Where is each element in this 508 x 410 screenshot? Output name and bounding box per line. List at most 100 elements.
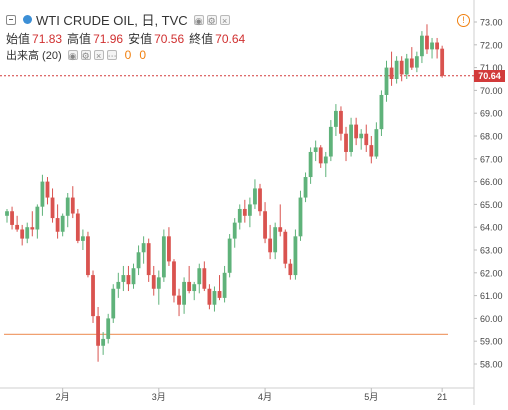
candle-up [136,252,141,269]
candle-up [313,147,318,152]
candle-up [303,177,308,198]
visibility-icon[interactable]: ◉ [193,14,204,26]
candle-down [187,281,192,292]
candle-down [86,236,90,276]
candle-up [298,197,303,237]
candle-down [151,275,156,289]
candle-down [268,238,273,253]
y-tick-label: 68.00 [480,132,503,142]
volume-legend: 出来高 (20) ◉ ⚙ × ⋯ 0 0 [6,47,146,63]
candle-up [141,243,146,253]
settings-icon[interactable]: ⚙ [80,50,91,61]
candle-down [258,188,262,212]
ohlc-values: 始值 71.83 高值 71.96 安值 70.56 終值 70.64 [6,30,245,47]
candle-up [232,222,237,239]
candle-down [440,48,445,76]
candle-up [334,110,338,127]
candle-up [308,151,313,178]
candle-up [212,291,217,305]
candle-down [389,67,394,79]
candle-down [75,213,80,241]
low-value: 70.56 [154,31,185,46]
candle-up [349,124,353,152]
y-tick-label: 66.00 [480,177,503,187]
candle-up [247,204,252,216]
y-tick-label: 69.00 [480,109,503,119]
candle-down [435,42,439,50]
candle-down [425,35,429,50]
candle-up [65,197,70,216]
y-tick-label: 64.00 [480,223,503,233]
y-tick-label: 61.00 [480,291,503,301]
collapse-icon[interactable] [6,14,16,25]
candle-up [293,236,298,276]
candle-down [30,227,35,230]
candle-down [354,124,359,139]
close-icon[interactable]: × [93,50,104,61]
close-icon[interactable]: × [219,14,230,26]
candle-down [15,224,20,230]
candle-down [146,243,151,276]
candle-down [263,211,267,239]
candle-up [384,67,389,95]
candle-down [70,197,75,214]
candle-up [35,206,40,230]
candle-up [359,133,364,139]
volume-value-1: 0 [124,48,132,62]
candle-down [217,291,222,298]
low-label: 安值 [128,32,153,46]
candle-up [25,227,30,239]
y-tick-label: 72.00 [480,40,503,50]
candle-up [323,156,328,164]
candle-down [399,60,404,75]
candle-up [60,215,65,232]
candle-up [328,126,333,157]
x-tick-label: 4月 [258,392,272,402]
x-tick-label: 2月 [56,392,70,402]
candle-up [237,208,242,223]
candle-up [131,268,136,285]
candle-up [404,58,409,75]
y-tick-label: 58.00 [480,360,503,370]
candle-up [374,129,379,157]
candle-up [192,284,197,292]
candle-up [253,188,257,205]
candle-up [5,211,9,216]
candle-down [242,208,247,216]
exclamation-alert-icon[interactable]: ! [457,14,470,27]
candle-down [177,295,181,305]
volume-label: 出来高 (20) [6,50,62,62]
high-value: 71.96 [93,31,124,46]
y-tick-label: 70.00 [480,86,503,96]
candle-up [161,236,166,278]
high-label: 高值 [67,32,92,46]
candle-down [20,229,25,239]
candle-up [394,60,399,79]
candle-up [273,227,278,253]
candle-down [91,275,95,317]
settings-icon[interactable]: ⚙ [206,14,217,26]
current-price-tag: 70.64 [474,69,505,82]
candle-down [126,275,131,285]
candle-down [364,133,369,146]
close-value: 70.64 [215,31,246,46]
y-tick-label: 65.00 [480,200,503,210]
candle-up [106,318,111,339]
candle-down [318,147,323,164]
candle-up [420,35,424,57]
y-tick-label: 60.00 [480,314,503,324]
y-tick-label: 59.00 [480,337,503,347]
candle-down [288,263,293,276]
candle-up [111,288,116,319]
candle-down [369,145,374,157]
candle-up [116,281,121,289]
symbol-legend: WTI CRUDE OIL, 日, TVC ◉ ⚙ × [6,10,230,29]
visibility-icon[interactable]: ◉ [67,50,78,61]
candle-up [40,181,45,207]
candle-up [379,94,384,130]
more-icon[interactable]: ⋯ [106,50,117,61]
y-tick-label: 63.00 [480,246,503,256]
candle-down [202,268,207,289]
